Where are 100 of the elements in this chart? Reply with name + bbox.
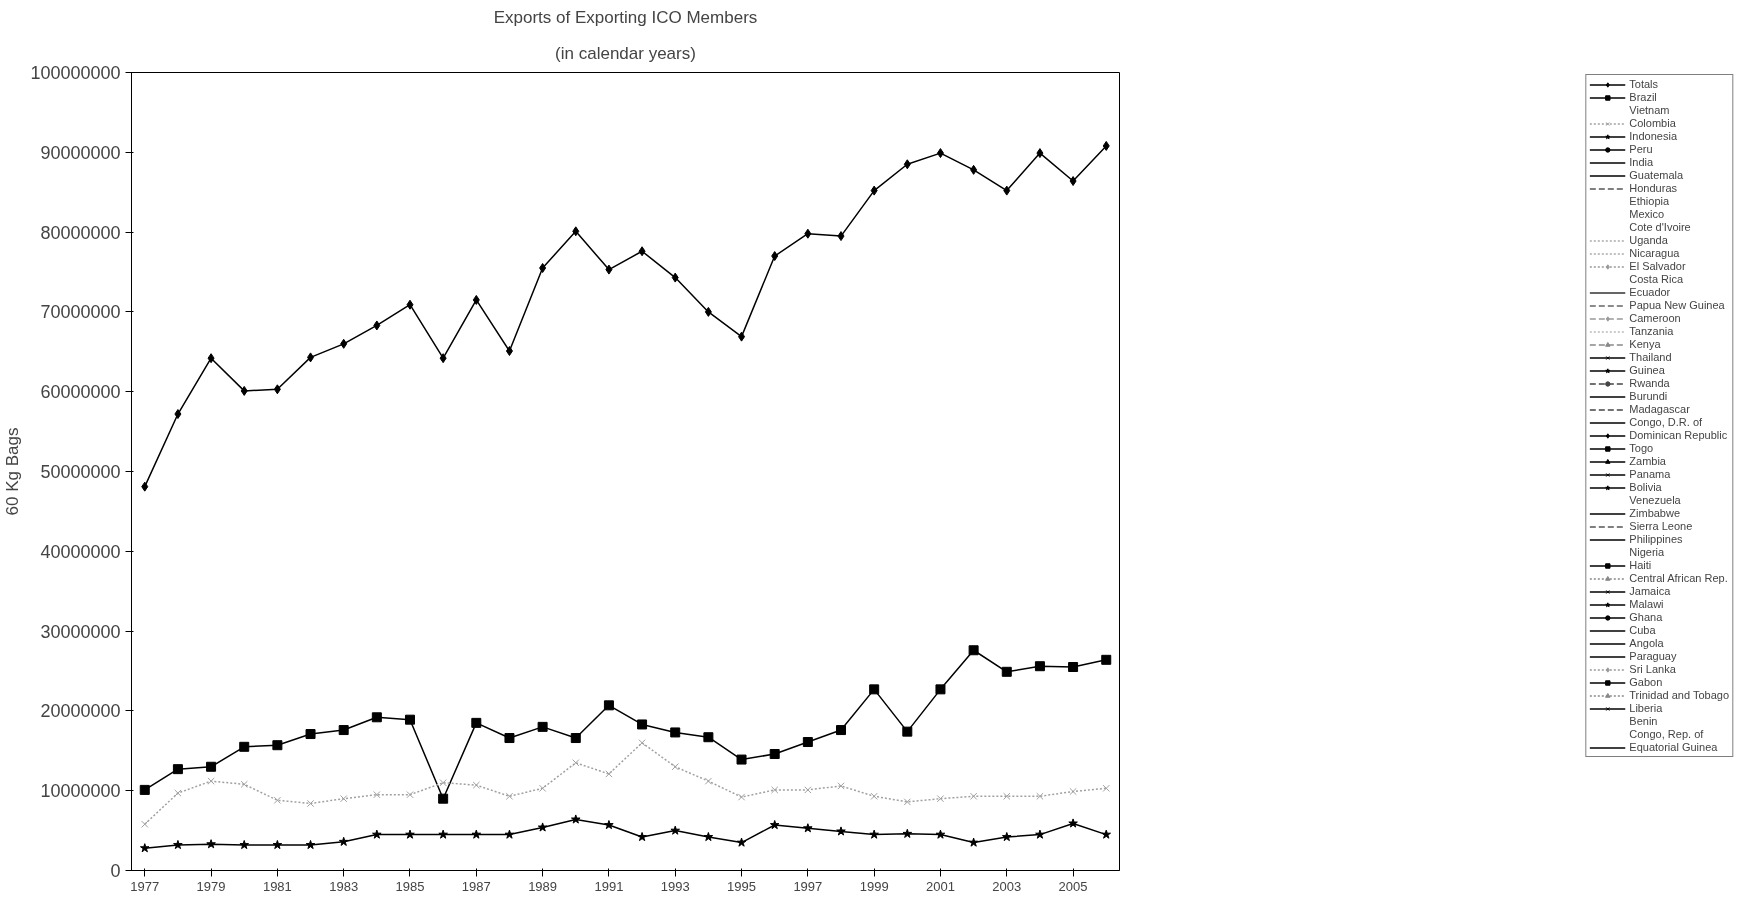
chart-subtitle: (in calendar years) xyxy=(555,43,696,63)
point xyxy=(439,353,447,364)
point xyxy=(272,839,283,850)
y-tick-label: 0 xyxy=(110,861,121,881)
point xyxy=(539,263,547,274)
point xyxy=(638,739,646,747)
legend-label: Trinidad and Tobago xyxy=(1629,689,1729,701)
point xyxy=(670,825,681,835)
text: Venezuela xyxy=(1629,494,1681,506)
point xyxy=(903,798,911,806)
point xyxy=(1034,661,1045,672)
point xyxy=(969,792,978,800)
point xyxy=(1102,784,1110,792)
y-tick-label: 60000000 xyxy=(40,382,121,403)
point xyxy=(1069,787,1077,796)
y-tick-label: 100000000 xyxy=(30,63,121,83)
legend-label: Uganda xyxy=(1629,234,1668,246)
point xyxy=(406,299,414,310)
point xyxy=(240,780,248,788)
legend-label: Paraguay xyxy=(1629,650,1677,662)
point xyxy=(207,353,215,364)
x-tick-label: 1991 xyxy=(594,878,624,894)
point xyxy=(638,246,646,257)
y-axis-title: 60 Kg Bags xyxy=(3,427,23,516)
point xyxy=(141,481,149,492)
point xyxy=(869,829,879,839)
point xyxy=(438,829,448,839)
point xyxy=(272,740,283,751)
point xyxy=(670,727,681,738)
point xyxy=(736,754,747,765)
y-tick-label: 40000000 xyxy=(40,541,121,562)
point xyxy=(771,251,779,262)
point xyxy=(537,721,548,732)
y-tick-label: 50000000 xyxy=(40,462,121,482)
point xyxy=(406,791,414,799)
text: Benin xyxy=(1629,715,1658,727)
legend-label: Brazil xyxy=(1629,91,1657,103)
legend-label: Malawi xyxy=(1629,598,1664,610)
legend-label: Tanzania xyxy=(1629,325,1674,337)
point xyxy=(1036,148,1044,159)
legend-label: Sri Lanka xyxy=(1629,663,1676,675)
point xyxy=(504,829,515,839)
point xyxy=(570,814,581,824)
point xyxy=(273,796,282,804)
x-tick-label: 1997 xyxy=(793,878,823,894)
point xyxy=(970,164,978,175)
point xyxy=(769,820,780,830)
x-tick-label: 1979 xyxy=(196,878,226,894)
point xyxy=(1003,792,1011,800)
legend-label: Papua New Guinea xyxy=(1629,299,1725,311)
point xyxy=(1035,829,1045,839)
x-tick-label: 1983 xyxy=(329,878,359,894)
point xyxy=(935,829,946,839)
legend-label: Dominican Republic xyxy=(1629,429,1728,441)
x-tick-label: 1999 xyxy=(859,878,889,894)
point xyxy=(803,823,813,833)
legend-label: Equatorial Guinea xyxy=(1629,741,1718,753)
point xyxy=(737,793,746,801)
point xyxy=(1069,176,1077,187)
legend-label: Sierra Leone xyxy=(1629,520,1693,532)
legend-label: Cuba xyxy=(1629,624,1656,636)
point xyxy=(239,741,250,752)
x-tick-label: 1989 xyxy=(528,878,558,894)
legend-label: Ghana xyxy=(1629,611,1663,623)
point xyxy=(1003,185,1011,196)
legend-label: Zambia xyxy=(1629,455,1666,467)
point xyxy=(139,784,150,795)
point xyxy=(206,761,217,772)
point xyxy=(869,684,880,695)
point xyxy=(439,779,447,787)
point xyxy=(305,729,316,740)
y-tick-label: 80000000 xyxy=(40,222,121,243)
legend-label: El Salvador xyxy=(1629,260,1686,272)
chart-title: Exports of Exporting ICO Members xyxy=(493,7,758,27)
point xyxy=(1102,140,1110,151)
x-tick-label: 1987 xyxy=(461,878,491,894)
legend-label: Honduras xyxy=(1629,182,1678,194)
x-tick-label: 1995 xyxy=(727,878,756,894)
legend-label: Nicaragua xyxy=(1629,247,1680,259)
legend-label: Indonesia xyxy=(1629,130,1678,142)
point xyxy=(373,320,381,331)
point xyxy=(936,148,944,159)
point xyxy=(637,831,647,842)
text: Ethiopia xyxy=(1629,195,1670,207)
point xyxy=(836,826,846,836)
point xyxy=(438,793,449,804)
point xyxy=(671,763,679,771)
point xyxy=(738,331,746,342)
text: Congo, Rep. of xyxy=(1629,728,1704,740)
point xyxy=(504,733,515,744)
point xyxy=(671,272,679,283)
point xyxy=(1101,829,1112,839)
point xyxy=(572,226,580,237)
x-tick-label: 2003 xyxy=(992,878,1022,894)
point xyxy=(903,159,911,170)
point xyxy=(837,231,845,242)
y-tick-label: 10000000 xyxy=(40,781,121,802)
point xyxy=(902,828,913,838)
x-tick-label: 1981 xyxy=(262,878,292,894)
point xyxy=(704,306,712,317)
